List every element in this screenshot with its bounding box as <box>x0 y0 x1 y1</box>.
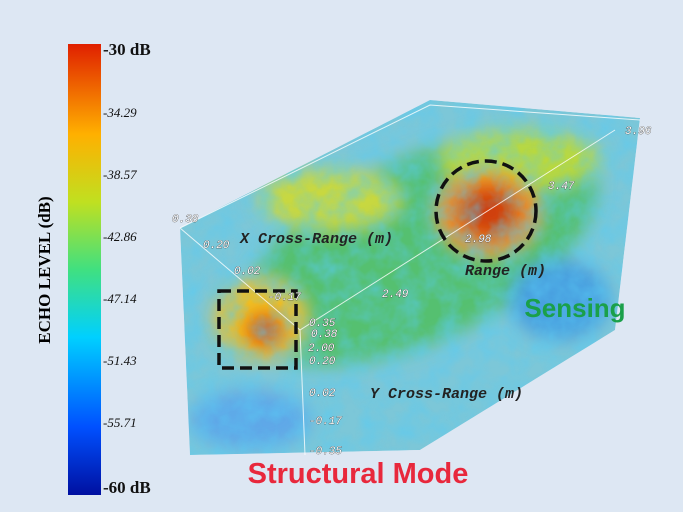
axis-tick-label: 2.98 <box>465 234 492 246</box>
colorbar-tick-label: -47.14 <box>103 291 137 306</box>
axis-tick-label: 2.49 <box>382 289 409 301</box>
sensing-circle <box>434 159 538 263</box>
axis-tick-label: 0.20 <box>203 240 230 252</box>
colorbar-tick-label: -51.43 <box>103 353 137 368</box>
axis-tick-label: 0.20 <box>309 356 336 368</box>
axis-label: Y Cross-Range (m) <box>370 386 523 403</box>
structural-label: Structural Mode <box>248 458 469 490</box>
axis-label: Range (m) <box>465 263 546 280</box>
colorbar-tick-label: -30 dB <box>103 40 151 59</box>
structural-box <box>217 289 298 370</box>
colorbar-tick-label: -34.29 <box>103 105 137 120</box>
axis-tick-label: -0.35 <box>309 446 342 458</box>
axis-tick-label: 0.02 <box>309 388 336 400</box>
colorbar-title: ECHO LEVEL (dB) <box>35 196 54 343</box>
axis-tick-label: 3.96 <box>625 126 652 138</box>
colorbar-tick-label: -55.71 <box>103 415 137 430</box>
axis-tick-label: 2.00 <box>308 343 335 355</box>
colorbar-tick-label: -38.57 <box>103 167 137 182</box>
axis-tick-label: 0.38 <box>172 214 199 226</box>
axis-tick-label: 0.02 <box>234 266 261 278</box>
colorbar-tick-label: -42.86 <box>103 229 137 244</box>
axis-tick-label: 0.38 <box>311 329 338 341</box>
volume-box <box>179 104 641 456</box>
axis-tick-label: -0.17 <box>309 416 342 428</box>
sensing-label: Sensing <box>524 293 625 323</box>
colorbar <box>68 44 101 495</box>
axis-label: X Cross-Range (m) <box>239 231 393 248</box>
axis-tick-label: 3.47 <box>548 181 575 193</box>
axis-tick-label: -0.17 <box>268 292 301 304</box>
colorbar-tick-label: -60 dB <box>103 478 151 497</box>
axis-tick-label: 0.35 <box>309 318 336 330</box>
